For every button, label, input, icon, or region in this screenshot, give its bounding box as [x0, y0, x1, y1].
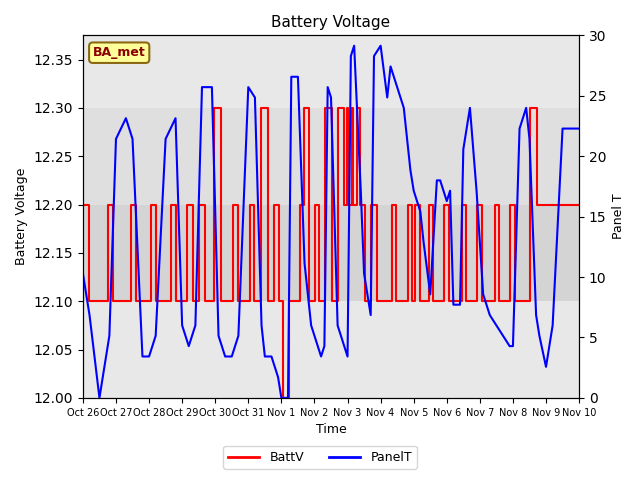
- BattV: [425, 299, 433, 304]
- BattV: [147, 202, 154, 207]
- X-axis label: Time: Time: [316, 423, 346, 436]
- PanelT: [86, 312, 93, 318]
- Line: BattV: BattV: [83, 108, 579, 398]
- Line: PanelT: PanelT: [83, 46, 579, 398]
- Y-axis label: Panel T: Panel T: [612, 194, 625, 240]
- BattV: [264, 299, 272, 304]
- BattV: [340, 202, 348, 207]
- BattV: [79, 202, 87, 207]
- Y-axis label: Battery Voltage: Battery Voltage: [15, 168, 28, 265]
- BattV: [575, 202, 583, 207]
- BattV: [210, 105, 218, 111]
- PanelT: [95, 395, 103, 401]
- Title: Battery Voltage: Battery Voltage: [271, 15, 390, 30]
- PanelT: [483, 302, 490, 308]
- Bar: [83, 108, 579, 204]
- PanelT: [327, 95, 335, 100]
- PanelT: [350, 43, 358, 48]
- PanelT: [79, 271, 87, 276]
- PanelT: [347, 53, 355, 59]
- Legend: BattV, PanelT: BattV, PanelT: [223, 446, 417, 469]
- BattV: [285, 299, 292, 304]
- Text: BA_met: BA_met: [93, 46, 145, 59]
- BattV: [279, 395, 287, 401]
- PanelT: [129, 136, 136, 142]
- Bar: [83, 204, 579, 301]
- PanelT: [460, 146, 467, 152]
- BattV: [300, 202, 308, 207]
- PanelT: [575, 126, 583, 132]
